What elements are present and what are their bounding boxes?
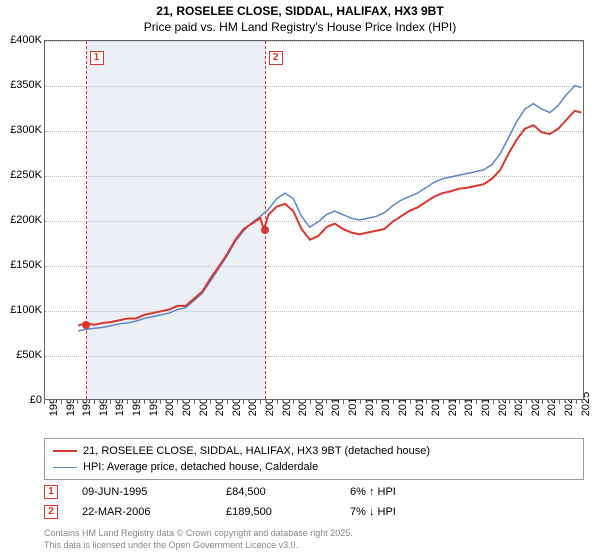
sale-hpi: 6% ↑ HPI <box>350 486 450 498</box>
legend-swatch-hpi <box>53 467 77 468</box>
attribution-line2: This data is licensed under the Open Gov… <box>44 540 353 552</box>
sale-marker-badge: 2 <box>269 51 283 65</box>
sale-hpi: 7% ↓ HPI <box>350 506 450 518</box>
y-tick-label: £200K <box>2 214 42 226</box>
sale-marker-dot <box>261 226 269 234</box>
sale-marker-dot <box>82 321 90 329</box>
y-tick-label: £0 <box>2 394 42 406</box>
line-series-svg <box>45 41 583 399</box>
sale-badge-1: 1 <box>44 485 58 499</box>
legend: 21, ROSELEE CLOSE, SIDDAL, HALIFAX, HX3 … <box>44 438 584 480</box>
y-tick-label: £350K <box>2 79 42 91</box>
sale-date: 09-JUN-1995 <box>82 486 202 498</box>
plot-area: 12 <box>44 40 584 400</box>
y-tick-label: £300K <box>2 124 42 136</box>
attribution: Contains HM Land Registry data © Crown c… <box>44 528 353 551</box>
legend-label-hpi: HPI: Average price, detached house, Cald… <box>83 461 318 473</box>
chart-title-line2: Price paid vs. HM Land Registry's House … <box>0 20 600 36</box>
series-hpi <box>78 86 581 331</box>
legend-label-price-paid: 21, ROSELEE CLOSE, SIDDAL, HALIFAX, HX3 … <box>83 445 430 457</box>
y-tick-label: £250K <box>2 169 42 181</box>
chart-container: 21, ROSELEE CLOSE, SIDDAL, HALIFAX, HX3 … <box>0 0 600 560</box>
y-tick-label: £150K <box>2 259 42 271</box>
legend-row: 21, ROSELEE CLOSE, SIDDAL, HALIFAX, HX3 … <box>53 443 575 459</box>
sale-price: £189,500 <box>226 506 326 518</box>
sale-row: 2 22-MAR-2006 £189,500 7% ↓ HPI <box>44 502 584 522</box>
attribution-line1: Contains HM Land Registry data © Crown c… <box>44 528 353 540</box>
chart-title-line1: 21, ROSELEE CLOSE, SIDDAL, HALIFAX, HX3 … <box>0 0 600 20</box>
sales-table: 1 09-JUN-1995 £84,500 6% ↑ HPI 2 22-MAR-… <box>44 482 584 522</box>
y-tick-label: £400K <box>2 34 42 46</box>
y-tick-label: £100K <box>2 304 42 316</box>
sale-badge-2: 2 <box>44 505 58 519</box>
sale-price: £84,500 <box>226 486 326 498</box>
legend-swatch-price-paid <box>53 450 77 452</box>
sale-marker-badge: 1 <box>90 51 104 65</box>
sale-row: 1 09-JUN-1995 £84,500 6% ↑ HPI <box>44 482 584 502</box>
y-tick-label: £50K <box>2 349 42 361</box>
legend-row: HPI: Average price, detached house, Cald… <box>53 459 575 475</box>
sale-date: 22-MAR-2006 <box>82 506 202 518</box>
